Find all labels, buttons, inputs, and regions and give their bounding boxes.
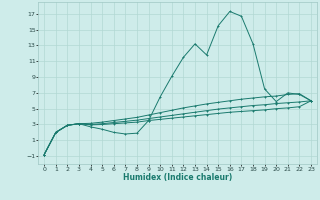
X-axis label: Humidex (Indice chaleur): Humidex (Indice chaleur) — [123, 173, 232, 182]
